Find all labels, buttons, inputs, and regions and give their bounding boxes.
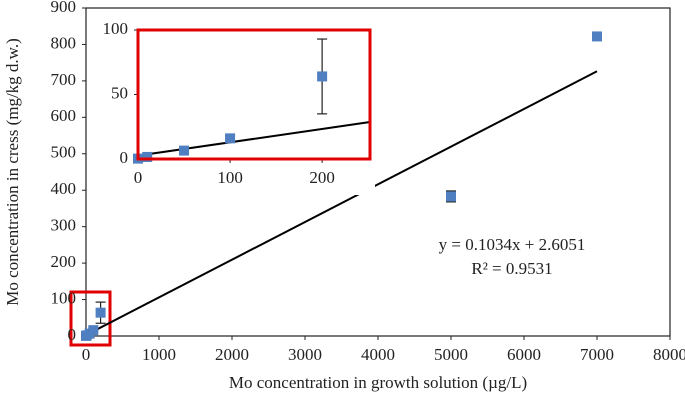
trendline <box>85 70 598 336</box>
data-point <box>317 71 328 82</box>
data-point <box>95 307 106 318</box>
y-tick-label: 100 <box>51 288 77 307</box>
y-tick-label: 900 <box>51 0 77 16</box>
y-tick-label: 400 <box>51 179 77 198</box>
y-tick-label: 300 <box>51 216 77 235</box>
x-tick-label: 5000 <box>434 345 468 364</box>
inset-background <box>95 20 375 195</box>
y-tick-label: 500 <box>51 143 77 162</box>
x-axis-label: Mo concentration in growth solution (µg/… <box>229 373 527 392</box>
x-tick-label: 4000 <box>361 345 395 364</box>
y-tick-label: 600 <box>51 106 77 125</box>
x-tick-label: 1000 <box>142 345 176 364</box>
x-tick-label: 2000 <box>215 345 249 364</box>
data-point <box>446 191 456 202</box>
zoom-region <box>69 290 112 347</box>
x-tick-label: 0 <box>134 168 143 187</box>
y-tick-label: 50 <box>111 83 128 102</box>
y-tick-label: 200 <box>51 252 77 271</box>
x-tick-label: 200 <box>309 168 335 187</box>
y-axis-label: Mo concentration in cress (mg/kg d.w.) <box>3 38 22 306</box>
x-tick-label: 7000 <box>580 345 614 364</box>
x-tick-label: 3000 <box>288 345 322 364</box>
x-tick-label: 100 <box>217 168 243 187</box>
y-tick-label: 0 <box>68 325 77 344</box>
r-squared: R² = 0.9531 <box>471 259 552 278</box>
y-tick-label: 100 <box>103 19 129 38</box>
inset-frame <box>136 28 372 161</box>
equation: y = 0.1034x + 2.6051 <box>439 235 586 254</box>
trendline <box>137 121 371 157</box>
data-point <box>142 151 153 162</box>
x-tick-label: 8000 <box>653 345 685 364</box>
x-tick-label: 0 <box>82 345 91 364</box>
data-point <box>88 325 99 336</box>
y-tick-label: 800 <box>51 33 77 52</box>
y-tick-label: 700 <box>51 70 77 89</box>
data-point <box>592 31 602 42</box>
data-point <box>225 133 236 144</box>
data-point <box>179 145 190 156</box>
x-tick-label: 6000 <box>507 345 541 364</box>
y-tick-label: 0 <box>120 148 129 167</box>
